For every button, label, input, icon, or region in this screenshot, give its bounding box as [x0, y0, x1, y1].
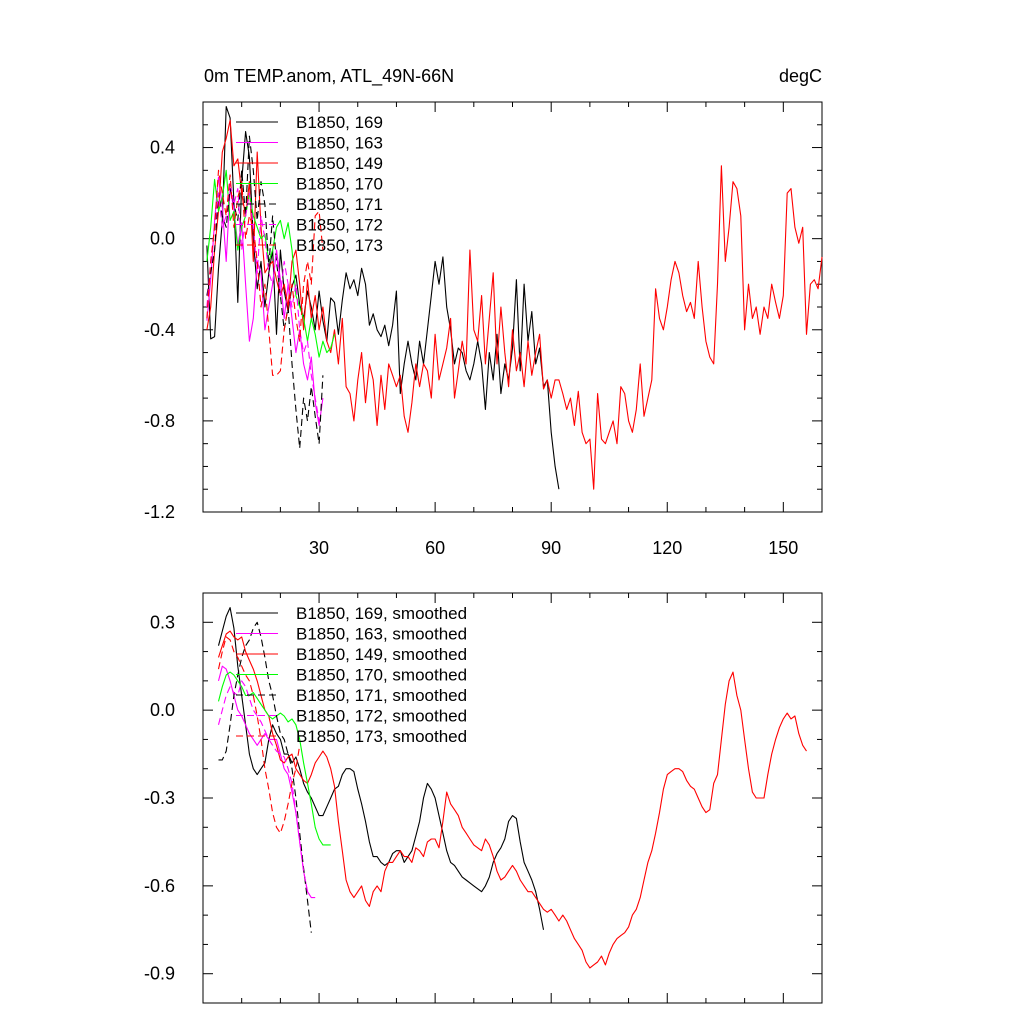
- x-tick-label: 120: [652, 538, 682, 558]
- legend-label: B1850, 170, smoothed: [296, 666, 467, 685]
- series-line: [218, 621, 312, 933]
- legend-label: B1850, 172, smoothed: [296, 707, 467, 726]
- y-tick-label: -0.9: [144, 964, 175, 984]
- legend-label: B1850, 170: [296, 175, 383, 194]
- y-tick-label: 0.3: [150, 612, 175, 632]
- series-line: [217, 607, 545, 930]
- bottom-panel: 0.3 0.0 -0.3 -0.6 -0.9 B1850, 169, smoothed B1…: [144, 592, 823, 1004]
- legend-label: B1850, 173: [296, 236, 383, 255]
- y-tick-label: -1.2: [144, 502, 175, 522]
- legend-label: B1850, 169: [296, 113, 383, 132]
- y-tick-label: -0.6: [144, 876, 175, 896]
- y-tick-label: 0.4: [150, 138, 175, 158]
- y-tick-label: -0.4: [144, 320, 175, 340]
- y-tick-label: -0.8: [144, 411, 175, 431]
- chart-title: 0m TEMP.anom, ATL_49N-66N: [204, 66, 454, 87]
- legend-label: B1850, 163: [296, 134, 383, 153]
- x-tick-label: 30: [309, 538, 329, 558]
- series-line: [206, 119, 823, 490]
- series-line: [217, 680, 309, 892]
- x-tick-label: 150: [768, 538, 798, 558]
- y-tick-label: 0.0: [150, 700, 175, 720]
- series-line: [217, 671, 331, 846]
- units-label: degC: [779, 66, 822, 86]
- legend-label: B1850, 173, smoothed: [296, 727, 467, 746]
- y-tick-label: 0.0: [150, 229, 175, 249]
- legend-label: B1850, 171: [296, 195, 383, 214]
- series-line: [206, 169, 324, 376]
- legend-label: B1850, 171, smoothed: [296, 686, 467, 705]
- series-line: [206, 176, 324, 426]
- top-panel: 0m TEMP.anom, ATL_49N-66N degC 30 60 90 120…: [144, 66, 823, 558]
- legend-label: B1850, 163, smoothed: [296, 625, 467, 644]
- legend-label: B1850, 172: [296, 216, 383, 235]
- series-line: [206, 106, 560, 490]
- series-line: [217, 630, 807, 969]
- x-tick-label: 60: [425, 538, 445, 558]
- series-line: [217, 636, 301, 834]
- x-tick-label: 90: [541, 538, 561, 558]
- legend-label: B1850, 169, smoothed: [296, 604, 467, 623]
- legend-label: B1850, 149, smoothed: [296, 645, 467, 664]
- legend-label: B1850, 149: [296, 154, 383, 173]
- y-tick-label: -0.3: [144, 788, 175, 808]
